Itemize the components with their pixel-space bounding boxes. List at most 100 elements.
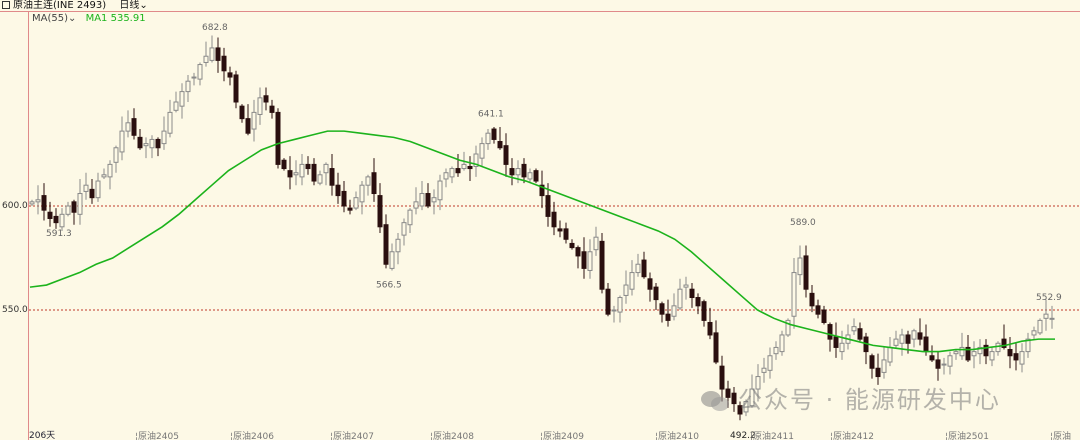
y-tick-550: 550.0 <box>2 305 28 315</box>
candle-down <box>425 193 431 207</box>
candle-up <box>323 163 329 174</box>
candle-up <box>395 238 401 253</box>
price-annotation: 492.2 <box>730 431 756 440</box>
candle-up <box>407 209 413 226</box>
candle-down <box>1007 349 1013 357</box>
candle-up <box>527 172 533 180</box>
candle-up <box>473 153 479 167</box>
candle-up <box>743 401 749 413</box>
candle-down <box>551 211 557 228</box>
candle-down <box>689 288 695 299</box>
period-selector[interactable]: 日线⌄ <box>119 0 147 11</box>
candle-down <box>665 313 671 321</box>
candle-up <box>887 346 893 363</box>
candle-up <box>143 143 149 147</box>
candle-down <box>305 163 311 170</box>
candle-up <box>851 326 857 332</box>
candle-down <box>923 336 929 353</box>
candle-up <box>353 197 359 209</box>
candle-down <box>815 305 821 315</box>
candle-down <box>983 344 989 357</box>
candle-up <box>683 284 689 288</box>
candle-down <box>917 332 923 340</box>
candle-up <box>365 176 371 186</box>
divider <box>0 11 1080 12</box>
candle-up <box>791 272 797 317</box>
candle-up <box>635 263 641 274</box>
candle-down <box>131 118 137 136</box>
candle-up <box>839 342 845 353</box>
candle-up <box>443 172 449 180</box>
candle-up <box>971 351 977 357</box>
candle-down <box>569 242 575 249</box>
candle-up <box>173 101 179 111</box>
price-annotation: 682.8 <box>202 23 228 33</box>
candle-down <box>281 159 287 170</box>
chevron-down-icon: ⌄ <box>139 0 148 11</box>
candle-up <box>755 376 761 390</box>
contract-title[interactable]: 原油主连(INE 2493) <box>13 0 107 11</box>
candle-down <box>833 336 839 348</box>
candle-up <box>461 163 467 170</box>
candle-up <box>437 180 443 201</box>
candle-up <box>977 346 983 355</box>
candle-up <box>191 76 197 79</box>
price-annotation: 566.5 <box>376 281 402 291</box>
candle-up <box>893 338 899 346</box>
candle-up <box>203 55 209 63</box>
toolbar: 原油主连(INE 2493) 日线⌄ <box>0 0 1080 11</box>
candle-down <box>521 163 527 178</box>
candle-down <box>335 184 341 197</box>
watermark: 公众号 · 能源研发中心 <box>700 380 1001 415</box>
candle-down <box>341 190 347 207</box>
candle-down <box>809 292 815 307</box>
price-annotation: 589.0 <box>790 218 816 228</box>
candle-up <box>197 64 203 80</box>
candle-up <box>449 168 455 178</box>
y-tick-600: 600.0 <box>2 201 28 211</box>
candle-up <box>209 47 215 61</box>
candle-down <box>725 388 731 398</box>
candle-down <box>707 321 713 336</box>
candle-up <box>35 199 41 203</box>
candle-up <box>953 351 959 355</box>
candle-down <box>659 303 665 315</box>
candle-down <box>383 224 389 265</box>
candle-up <box>299 163 305 178</box>
candle-up <box>611 309 617 312</box>
candle-up <box>485 132 491 145</box>
candle-down <box>719 365 725 390</box>
candle-up <box>1049 317 1055 320</box>
chevron-down-icon[interactable]: ⌄ <box>68 13 77 24</box>
candle-down <box>311 163 317 182</box>
candle-down <box>215 47 221 61</box>
candle-up <box>179 91 185 107</box>
candle-down <box>869 355 875 369</box>
ma-selector[interactable]: MA(55) <box>32 13 68 24</box>
candle-down <box>371 172 377 195</box>
candle-down <box>53 215 59 224</box>
month-label: ¦原油2408 <box>430 432 474 440</box>
ma55-line <box>29 130 1055 353</box>
candle-up <box>29 201 35 205</box>
days-count: 206天 <box>29 431 56 440</box>
axis-divider <box>28 11 29 440</box>
candle-up <box>185 80 191 93</box>
menu-square-icon[interactable] <box>2 1 10 9</box>
candle-down <box>857 328 863 340</box>
candle-up <box>623 284 629 296</box>
candle-down <box>509 168 515 176</box>
candle-down <box>731 392 737 405</box>
month-label: ¦原油2407 <box>330 432 374 440</box>
candle-up <box>617 297 623 313</box>
candle-up <box>761 367 767 373</box>
candle-down <box>491 128 497 140</box>
candle-down <box>497 141 503 149</box>
candle-up <box>677 288 683 309</box>
candle-up <box>947 355 953 367</box>
candle-up <box>989 351 995 361</box>
candle-up <box>899 334 905 344</box>
candle-down <box>827 324 833 340</box>
candle-up <box>773 346 779 355</box>
